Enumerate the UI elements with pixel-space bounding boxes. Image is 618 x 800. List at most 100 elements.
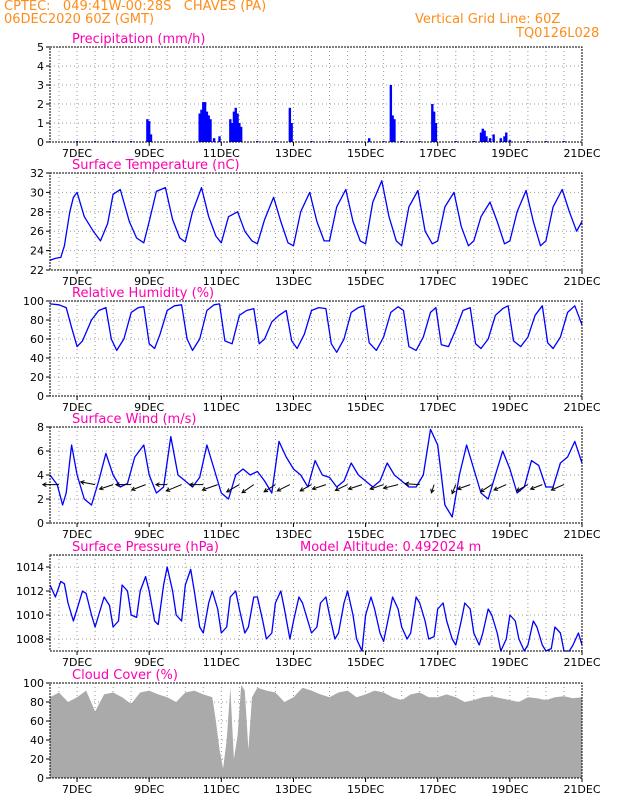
cloud-ytick-label: 20 — [30, 753, 44, 766]
rh-xtick-label: 19DEC — [491, 401, 528, 414]
precip-panel: 0 1 2 3 4 5 7DEC 9DEC 11DEC 13DEC 15DEC 17DEC 19DEC 2… — [37, 32, 601, 160]
rh-ytick-label: 100 — [23, 295, 44, 308]
rh-xtick-label: 13DEC — [275, 401, 312, 414]
wind-arrow — [299, 484, 312, 492]
precip-bar — [218, 136, 221, 142]
temp-xtick-label: 19DEC — [491, 275, 528, 288]
precip-xtick-label: 21DEC — [563, 147, 600, 160]
wind-arrow-head — [493, 486, 499, 491]
rh-xtick-label: 15DEC — [347, 401, 384, 414]
wind-arrow-head — [130, 486, 136, 492]
wind-arrow — [480, 484, 493, 493]
precip-bar — [230, 123, 234, 142]
wind-arrow — [99, 484, 114, 490]
rh-xtick-label: 7DEC — [62, 401, 92, 414]
wind-title: Surface Wind (m/s) — [72, 412, 196, 427]
precip-bar — [488, 138, 492, 142]
precip-title: Precipitation (mm/h) — [72, 32, 205, 47]
wind-arrow-head — [276, 487, 282, 492]
wind-arrow-head — [241, 488, 247, 494]
wind-arrow-head — [550, 486, 556, 491]
precip-ytick-label: 3 — [37, 79, 44, 92]
rh-title: Relative Humidity (%) — [72, 286, 214, 301]
wind-arrow — [430, 484, 435, 493]
precip-bar — [485, 136, 488, 142]
cloud-xtick-label: 15DEC — [347, 783, 384, 796]
temp-title: Surface Temperature (nC) — [72, 158, 240, 173]
wind-arrow-head — [311, 485, 317, 491]
model-altitude-label: Model Altitude: 0.492024 m — [300, 540, 481, 555]
pres-xtick-label: 7DEC — [62, 656, 92, 669]
precip-ytick-label: 5 — [37, 41, 44, 54]
pres-ytick-label: 1012 — [16, 585, 44, 598]
wind-xtick-label: 21DEC — [563, 528, 600, 541]
wind-arrow — [277, 484, 291, 492]
wind-arrow-head — [515, 487, 521, 492]
precip-bar — [238, 123, 241, 142]
precip-ytick-label: 0 — [37, 136, 44, 149]
wind-arrow — [551, 484, 565, 491]
cloud-panel: 0 20 40 60 80 100 7DEC 9DEC 11DEC 13DEC 15DEC 17DEC… — [23, 668, 601, 796]
rh-ytick-label: 60 — [30, 333, 44, 346]
cloud-xtick-label: 21DEC — [563, 783, 600, 796]
wind-arrow-head — [404, 481, 410, 487]
wind-ytick-label: 2 — [37, 493, 44, 506]
pres-xtick-label: 21DEC — [563, 656, 600, 669]
temp-xtick-label: 7DEC — [62, 275, 92, 288]
wind-arrow-head — [382, 485, 388, 490]
wind-arrow-head — [369, 485, 375, 491]
cloud-ytick-label: 80 — [30, 696, 44, 709]
wind-arrow-head — [154, 482, 160, 487]
wind-ytick-label: 0 — [37, 517, 44, 530]
precip-bar — [479, 132, 483, 142]
wind-arrow — [348, 484, 363, 490]
wind-arrow-head — [114, 482, 120, 487]
temp-line — [49, 180, 583, 261]
temp-xtick-label: 17DEC — [419, 275, 456, 288]
precip-bar — [393, 119, 396, 142]
wind-arrow — [241, 484, 255, 494]
wind-arrow-head — [225, 488, 231, 493]
cloud-xtick-label: 7DEC — [62, 783, 92, 796]
cloud-frame — [49, 682, 583, 779]
pres-ytick-label: 1014 — [16, 561, 44, 574]
precip-xtick-label: 7DEC — [62, 147, 92, 160]
wind-arrow-head — [456, 485, 462, 491]
pres-title: Surface Pressure (hPa) — [72, 540, 219, 555]
wind-arrow-head — [165, 487, 171, 492]
precip-bar — [229, 119, 232, 142]
rh-xtick-label: 11DEC — [203, 401, 240, 414]
precip-bar — [147, 121, 151, 142]
cloud-xtick-label: 11DEC — [203, 783, 240, 796]
precip-ytick-label: 1 — [37, 117, 44, 130]
precip-bar — [205, 111, 209, 142]
precip-bar — [368, 138, 371, 142]
pres-frame — [49, 554, 583, 652]
wind-arrow — [166, 484, 182, 492]
header-line2: 06DEC2020 60Z (GMT) — [4, 12, 155, 27]
precip-bar — [198, 113, 201, 142]
precip-bar — [239, 126, 243, 142]
precip-bar — [200, 109, 203, 142]
precip-xtick-label: 9DEC — [134, 147, 164, 160]
precip-bar — [503, 136, 506, 142]
wind-ytick-label: 4 — [37, 469, 44, 482]
precip-bar — [391, 115, 394, 142]
temp-xtick-label: 9DEC — [134, 275, 164, 288]
wind-arrow — [451, 484, 457, 494]
wind-frame — [49, 426, 583, 524]
precip-bar — [232, 111, 236, 142]
wind-xtick-label: 13DEC — [275, 528, 312, 541]
wind-xtick-label: 7DEC — [62, 528, 92, 541]
header-right2: TQ0126L028 — [516, 26, 600, 41]
header-right1: Vertical Grid Line: 60Z — [415, 12, 561, 27]
cloud-ytick-label: 60 — [30, 715, 44, 728]
temp-xtick-label: 15DEC — [347, 275, 384, 288]
pres-xtick-label: 11DEC — [203, 656, 240, 669]
wind-arrow — [369, 484, 384, 490]
cloud-xtick-label: 17DEC — [419, 783, 456, 796]
wind-arrow — [457, 484, 471, 490]
rh-xtick-label: 17DEC — [419, 401, 456, 414]
wind-ytick-label: 6 — [37, 445, 44, 458]
